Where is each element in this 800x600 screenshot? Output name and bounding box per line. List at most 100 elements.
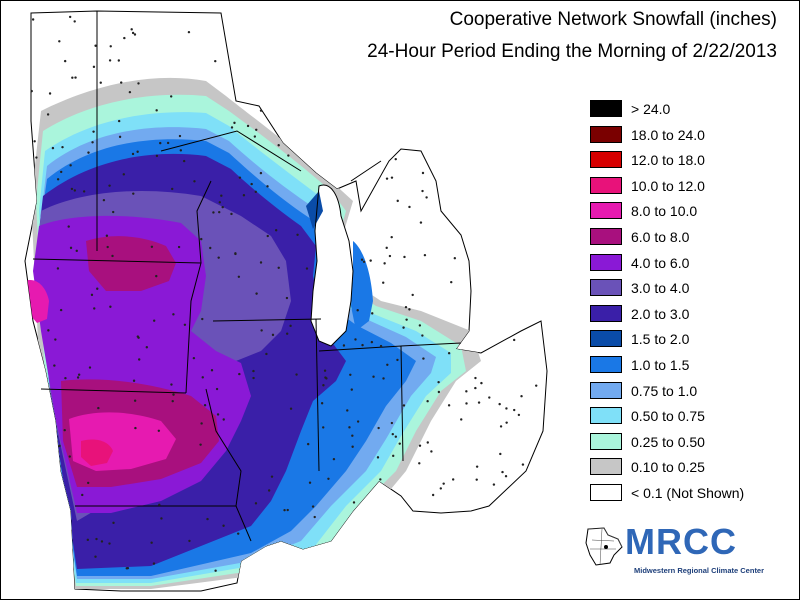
station-dot: [501, 470, 504, 474]
station-dot: [74, 76, 77, 79]
station-dot: [521, 463, 525, 466]
station-dot: [305, 267, 309, 270]
station-dot: [423, 253, 427, 257]
station-dot: [488, 396, 491, 399]
station-dot: [439, 487, 443, 490]
station-dot: [382, 377, 385, 380]
station-dot: [442, 482, 445, 485]
station-dot: [157, 429, 161, 432]
legend-label: 3.0 to 4.0: [631, 280, 690, 297]
station-dot: [351, 434, 354, 437]
station-dot: [450, 280, 453, 284]
station-dot: [451, 478, 455, 481]
station-dot: [274, 229, 278, 232]
station-dot: [265, 352, 268, 356]
station-dot: [254, 502, 258, 505]
station-dot: [405, 318, 408, 321]
band-10to12: [81, 439, 113, 466]
station-dot: [270, 475, 274, 478]
station-dot: [287, 154, 290, 157]
station-dot: [169, 95, 173, 98]
station-dot: [350, 388, 353, 391]
station-dot: [394, 157, 397, 161]
station-dot: [166, 141, 170, 145]
station-dot: [425, 196, 428, 199]
station-dot: [332, 457, 336, 461]
station-dot: [100, 540, 104, 543]
station-dot: [56, 178, 60, 181]
legend-label: 0.50 to 0.75: [631, 408, 705, 425]
station-dot: [499, 425, 503, 428]
legend-swatch: [590, 483, 622, 501]
legend-swatch: [590, 407, 622, 425]
station-dot: [230, 212, 233, 216]
station-dot: [236, 532, 240, 535]
station-dot: [192, 356, 196, 360]
station-dot: [230, 126, 234, 129]
station-dot: [323, 369, 327, 372]
map-subtitle: 24-Hour Period Ending the Morning of 2/2…: [367, 41, 777, 62]
legend-label: 10.0 to 12.0: [631, 177, 705, 194]
snowfall-bands: [25, 77, 481, 590]
station-dot: [396, 199, 399, 203]
station-dot: [82, 190, 86, 193]
station-dot: [421, 171, 425, 175]
station-markers: [30, 15, 538, 572]
station-dot: [210, 369, 214, 372]
station-dot: [266, 185, 269, 188]
station-dot: [517, 413, 521, 417]
band-greenbay: [306, 191, 323, 229]
station-dot: [131, 31, 135, 35]
station-dot: [474, 376, 477, 380]
station-dot: [396, 358, 399, 362]
station-dot: [209, 246, 212, 250]
station-dot: [106, 245, 109, 249]
station-dot: [177, 245, 181, 249]
station-dot: [308, 481, 312, 484]
station-dot: [356, 420, 360, 423]
station-dot: [112, 521, 115, 525]
station-dot: [188, 539, 191, 543]
station-dot: [58, 40, 61, 43]
station-dot: [286, 508, 289, 512]
station-dot: [255, 292, 258, 295]
station-dot: [54, 338, 57, 341]
station-dot: [136, 335, 140, 338]
station-dot: [460, 418, 463, 421]
station-dot: [324, 376, 327, 379]
station-dot: [285, 332, 289, 335]
station-dot: [94, 44, 97, 47]
station-dot: [259, 171, 263, 175]
station-dot: [419, 221, 423, 224]
station-dot: [259, 109, 263, 112]
legend-label: 0.10 to 0.25: [631, 459, 705, 476]
station-dot: [360, 258, 364, 261]
station-dot: [75, 249, 78, 253]
station-dot: [47, 329, 50, 332]
station-dot: [95, 537, 98, 541]
legend-swatch: [590, 125, 622, 143]
legend-swatch: [590, 253, 622, 271]
station-dot: [385, 177, 389, 180]
station-dot: [390, 235, 393, 239]
station-dot: [377, 426, 380, 430]
station-dot: [170, 383, 173, 386]
legend-swatch: [590, 330, 622, 348]
station-dot: [388, 254, 392, 258]
station-dot: [252, 369, 255, 373]
station-dot: [260, 329, 263, 332]
station-dot: [238, 372, 241, 376]
station-dot: [402, 404, 406, 407]
station-dot: [408, 308, 411, 311]
station-dot: [33, 140, 36, 143]
station-dot: [105, 234, 109, 237]
station-dot: [411, 293, 414, 297]
station-dot: [391, 432, 394, 436]
station-dot: [222, 418, 225, 421]
station-dot: [56, 267, 60, 270]
station-dot: [214, 569, 217, 572]
station-dot: [271, 333, 275, 337]
station-dot: [253, 135, 257, 138]
station-dot: [73, 20, 76, 23]
